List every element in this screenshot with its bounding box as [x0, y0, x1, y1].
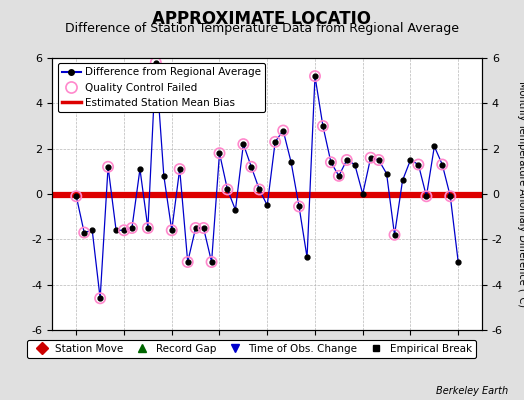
Point	[271, 139, 279, 145]
Point	[366, 154, 375, 161]
Point	[414, 161, 422, 168]
Point	[255, 186, 264, 193]
Point	[295, 203, 303, 210]
Point	[151, 59, 160, 66]
Point	[120, 227, 128, 234]
Point	[80, 229, 89, 236]
Text: Berkeley Earth: Berkeley Earth	[436, 386, 508, 396]
Point	[343, 157, 351, 163]
Point	[191, 225, 200, 231]
Point	[319, 123, 327, 129]
Text: Difference of Station Temperature Data from Regional Average: Difference of Station Temperature Data f…	[65, 22, 459, 35]
Point	[239, 141, 247, 147]
Point	[168, 227, 176, 234]
Point	[128, 225, 136, 231]
Point	[279, 127, 287, 134]
Legend: Station Move, Record Gap, Time of Obs. Change, Empirical Break: Station Move, Record Gap, Time of Obs. C…	[27, 340, 476, 358]
Point	[438, 161, 446, 168]
Point	[176, 166, 184, 172]
Point	[215, 150, 224, 156]
Point	[199, 225, 208, 231]
Point	[183, 259, 192, 265]
Point	[144, 225, 152, 231]
Point	[422, 193, 431, 200]
Point	[223, 186, 232, 193]
Point	[375, 157, 383, 163]
Point	[446, 193, 454, 200]
Point	[327, 159, 335, 166]
Point	[247, 164, 256, 170]
Point	[72, 193, 81, 200]
Legend: Difference from Regional Average, Quality Control Failed, Estimated Station Mean: Difference from Regional Average, Qualit…	[58, 63, 265, 112]
Y-axis label: Monthly Temperature Anomaly Difference (°C): Monthly Temperature Anomaly Difference (…	[517, 81, 524, 307]
Point	[311, 73, 319, 79]
Point	[104, 164, 112, 170]
Point	[335, 173, 343, 179]
Point	[390, 232, 399, 238]
Text: APPROXIMATE LOCATIO: APPROXIMATE LOCATIO	[152, 10, 372, 28]
Point	[208, 259, 216, 265]
Point	[96, 295, 104, 302]
